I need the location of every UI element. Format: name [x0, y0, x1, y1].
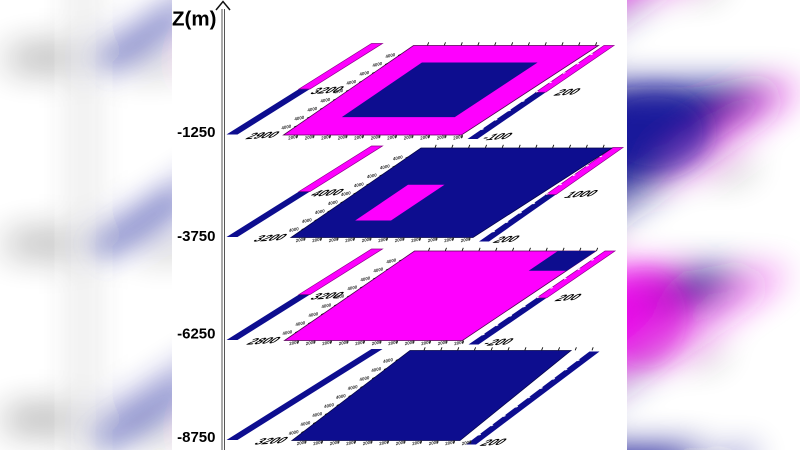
svg-text:-1250: -1250: [177, 124, 215, 141]
svg-text:2000: 2000: [344, 236, 356, 243]
svg-text:2000: 2000: [387, 339, 399, 346]
svg-text:2000: 2000: [377, 236, 389, 243]
svg-text:Z(m): Z(m): [172, 8, 216, 31]
svg-text:4000: 4000: [358, 70, 370, 77]
svg-text:2000: 2000: [369, 134, 381, 141]
svg-text:4000: 4000: [280, 123, 292, 130]
svg-text:2000: 2000: [393, 236, 405, 243]
svg-text:4000: 4000: [294, 320, 306, 327]
svg-text:2000: 2000: [321, 339, 333, 346]
svg-text:4000: 4000: [352, 181, 364, 188]
svg-text:2000: 2000: [460, 439, 472, 446]
svg-text:2000: 2000: [427, 439, 439, 446]
svg-text:2000: 2000: [370, 339, 382, 346]
svg-text:2000: 2000: [288, 339, 300, 346]
svg-text:2000: 2000: [361, 439, 373, 446]
svg-text:2000: 2000: [345, 439, 357, 446]
svg-text:2000: 2000: [336, 134, 348, 141]
svg-text:2000: 2000: [410, 236, 422, 243]
svg-text:4000: 4000: [346, 384, 358, 391]
svg-text:4000: 4000: [311, 411, 323, 418]
svg-text:4000: 4000: [306, 106, 318, 113]
svg-text:2000: 2000: [304, 339, 316, 346]
svg-text:200: 200: [489, 233, 524, 245]
svg-text:2000: 2000: [337, 339, 349, 346]
svg-text:4000: 4000: [345, 79, 357, 86]
svg-text:2000: 2000: [360, 236, 372, 243]
svg-text:4000: 4000: [299, 420, 311, 427]
svg-text:2000: 2000: [303, 134, 315, 141]
svg-text:4000: 4000: [372, 266, 384, 273]
svg-text:4000: 4000: [370, 366, 382, 373]
svg-text:200: 200: [551, 291, 586, 303]
svg-text:4000: 4000: [300, 217, 312, 224]
svg-text:4000: 4000: [281, 329, 293, 336]
svg-text:2000: 2000: [411, 439, 423, 446]
svg-text:2000: 2000: [312, 439, 324, 446]
svg-text:4000: 4000: [307, 311, 319, 318]
svg-text:4000: 4000: [313, 208, 325, 215]
svg-text:2000: 2000: [435, 134, 447, 141]
svg-text:4000: 4000: [319, 97, 331, 104]
svg-text:2000: 2000: [386, 134, 398, 141]
svg-text:4000: 4000: [287, 429, 299, 436]
svg-text:2000: 2000: [419, 134, 431, 141]
svg-text:2000: 2000: [403, 339, 415, 346]
svg-text:200: 200: [476, 436, 511, 448]
svg-text:2000: 2000: [443, 236, 455, 243]
svg-text:2000: 2000: [444, 439, 456, 446]
svg-text:4000: 4000: [391, 154, 403, 161]
svg-text:4000: 4000: [385, 257, 397, 264]
svg-text:4000: 4000: [293, 115, 305, 122]
svg-text:4000: 4000: [287, 226, 299, 233]
svg-text:2000: 2000: [459, 236, 471, 243]
svg-text:-8750: -8750: [177, 429, 215, 446]
svg-text:2000: 2000: [354, 339, 366, 346]
svg-text:4000: 4000: [382, 357, 394, 364]
svg-text:2000: 2000: [394, 439, 406, 446]
svg-text:2000: 2000: [327, 236, 339, 243]
svg-text:4000: 4000: [378, 163, 390, 170]
svg-text:2000: 2000: [453, 339, 465, 346]
svg-text:4000: 4000: [333, 293, 345, 300]
svg-text:4000: 4000: [332, 88, 344, 95]
svg-text:2000: 2000: [402, 134, 414, 141]
svg-text:2000: 2000: [328, 439, 340, 446]
svg-text:200: 200: [550, 86, 585, 98]
svg-text:2000: 2000: [287, 134, 299, 141]
svg-text:4000: 4000: [334, 393, 346, 400]
svg-text:4000: 4000: [365, 172, 377, 179]
svg-text:4000: 4000: [320, 302, 332, 309]
svg-text:4000: 4000: [371, 61, 383, 68]
svg-text:4000: 4000: [323, 402, 335, 409]
svg-text:4000: 4000: [359, 275, 371, 282]
svg-text:4000: 4000: [339, 190, 351, 197]
svg-text:2000: 2000: [426, 236, 438, 243]
svg-text:-6250: -6250: [177, 326, 215, 343]
svg-text:-3750: -3750: [177, 228, 215, 245]
svg-text:2000: 2000: [420, 339, 432, 346]
svg-text:2000: 2000: [353, 134, 365, 141]
svg-text:2000: 2000: [311, 236, 323, 243]
svg-text:2000: 2000: [436, 339, 448, 346]
svg-text:4000: 4000: [346, 284, 358, 291]
svg-text:2000: 2000: [320, 134, 332, 141]
svg-text:4000: 4000: [358, 375, 370, 382]
svg-text:2000: 2000: [452, 134, 464, 141]
svg-text:2000: 2000: [378, 439, 390, 446]
svg-text:4000: 4000: [384, 52, 396, 59]
svg-text:2000: 2000: [295, 439, 307, 446]
svg-text:2000: 2000: [294, 236, 306, 243]
svg-text:4000: 4000: [326, 199, 338, 206]
